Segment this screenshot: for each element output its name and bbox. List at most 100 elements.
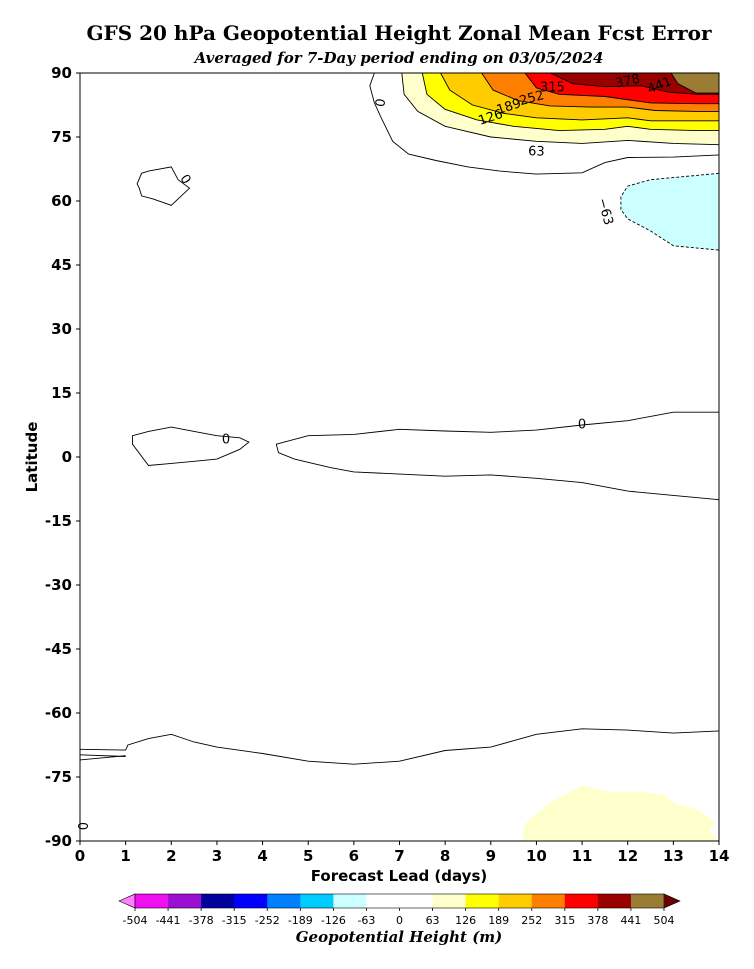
x-tick-label: 2 [166,847,176,865]
filled-region--63 [620,173,719,251]
colorbar-swatch [168,894,202,908]
plot-background [80,73,719,841]
colorbar-swatch [267,894,301,908]
contour-label: 315 [540,80,565,95]
contour-label: 378 [614,72,641,92]
contour-lines [80,73,719,765]
x-tick-label: 9 [486,847,496,865]
contour-line-0 [275,411,719,501]
chart-subtitle: Averaged for 7-Day period ending on 03/0… [193,49,604,67]
contour-label: 126 [477,107,505,129]
contour-label: 252 [518,88,546,109]
x-tick-label: 8 [440,847,450,865]
x-tick-label: 3 [212,847,222,865]
colorbar-tick-label: -378 [189,914,214,927]
contour-line-441 [670,73,719,94]
contour-label: 189 [495,96,523,118]
y-axis-label: Latitude [23,422,41,493]
x-tick-label: 4 [257,847,267,865]
contour-line-189 [440,73,719,122]
colorbar-tick-label: 315 [554,914,575,927]
colorbar-under-arrow [118,893,136,909]
x-tick-label: 7 [394,847,404,865]
colorbar-tick-label: -315 [222,914,247,927]
x-tick-label: 12 [617,847,638,865]
contour-label: 0 [578,418,586,433]
colorbar-swatch [333,894,367,908]
colorbar-swatch [630,894,665,908]
x-tick-label: 0 [75,847,85,865]
x-tick-label: 5 [303,847,313,865]
y-tick-label: -15 [45,512,72,530]
contour-line-neg63 [620,172,719,251]
y-tick-label: 45 [51,256,72,274]
colorbar-swatch [201,894,235,908]
contour-line-0 [369,73,719,175]
colorbar-swatch [234,894,268,908]
y-tick-label: 90 [51,64,72,82]
y-tick-label: -75 [45,768,72,786]
contour-line-0 [80,754,126,757]
colorbar-label: Geopotential Height (m) [296,928,503,946]
colorbar-swatch [300,894,334,908]
x-tick-label: 11 [572,847,593,865]
colorbar-swatch [366,894,400,908]
colorbar: -504 -441 -378 -315 -252 -189 -126 -63 0 63 126 189… [118,893,681,927]
y-tick-label: -45 [45,640,72,658]
colorbar-swatch [399,894,433,908]
y-tick-label: -60 [45,704,72,722]
y-tick-label: 75 [51,128,72,146]
colorbar-swatch [465,894,499,908]
colorbar-tick-label: -63 [357,914,375,927]
colorbar-tick-label: -126 [321,914,346,927]
x-tick-label: 13 [663,847,684,865]
colorbar-tick-label: 0 [396,914,403,927]
contour-line-315 [524,73,719,105]
contour-line-252 [481,73,719,112]
colorbar-tick-label: -189 [288,914,313,927]
y-tick-label: 15 [51,384,72,402]
contour-label: 63 [528,144,545,160]
colorbar-swatch [135,894,169,908]
x-axis-label: Forecast Lead (days) [311,867,487,885]
colorbar-swatch [531,894,566,908]
colorbar-swatch [498,894,533,908]
contour-label: −63 [594,196,616,226]
contour-line-0 [80,728,719,765]
x-tick-label: 10 [526,847,547,865]
colorbar-tick-label: 378 [587,914,608,927]
contour-label: 0 [77,822,92,830]
contour-line-126 [421,73,719,132]
colorbar-swatch [564,894,599,908]
y-tick-label: 60 [51,192,72,210]
colorbar-tick-label: 63 [426,914,440,927]
y-tick-label: -30 [45,576,72,594]
contour-label: 0 [222,432,230,447]
colorbar-tick-label: -441 [156,914,181,927]
contour-line-0 [132,426,250,466]
y-tick-label: 30 [51,320,72,338]
colorbar-tick-label: 441 [620,914,641,927]
y-axis: 90 75 60 45 30 15 0 -15 -30 -45 -60 -75 -90 [45,64,80,850]
filled-region-441 [671,73,719,94]
contour-label: 0 [373,97,389,108]
colorbar-over-arrow [663,893,681,909]
colorbar-tick-label: 252 [521,914,542,927]
x-axis: 0 1 2 3 4 5 6 7 8 9 10 11 12 13 14 [75,841,729,865]
colorbar-tick-label: 126 [455,914,476,927]
x-tick-label: 6 [349,847,359,865]
filled-contours [401,73,719,841]
contour-line-63 [401,73,719,146]
contour-line-0 [136,166,191,206]
x-tick-label: 1 [120,847,130,865]
colorbar-tick-label: 504 [654,914,675,927]
colorbar-tick-label: -252 [255,914,280,927]
colorbar-tick-label: -504 [123,914,148,927]
contour-line-378 [549,73,719,95]
colorbar-swatch [597,894,632,908]
chart-title: GFS 20 hPa Geopotential Height Zonal Mea… [86,21,712,45]
y-tick-label: -90 [45,832,72,850]
